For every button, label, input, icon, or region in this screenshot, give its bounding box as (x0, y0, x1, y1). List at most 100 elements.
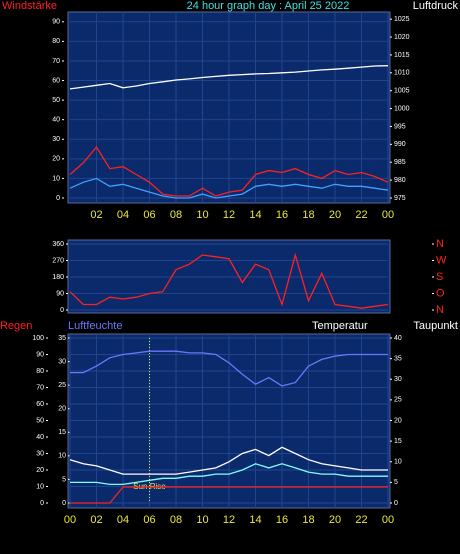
x-tick-label: 06 (143, 209, 155, 221)
tick-label: 1025 (394, 16, 410, 23)
series-line (69, 177, 389, 199)
tick-label: 90 (36, 351, 44, 358)
tick-label: 0 (62, 500, 66, 507)
tick-label: 60 (52, 77, 60, 84)
series-line (69, 252, 389, 309)
x-tick-label: 00 (382, 209, 394, 221)
x-tick-label: 12 (223, 514, 235, 526)
tick-label: 25 (394, 397, 402, 404)
x-tick-label: 22 (355, 209, 367, 221)
axis-label: Regen (0, 320, 32, 332)
x-tick-label: 04 (117, 209, 129, 221)
x-tick-label: 16 (276, 514, 288, 526)
tick-label: 90 (52, 19, 60, 26)
tick-label: 20 (36, 467, 44, 474)
chart-title: 24 hour graph day : April 25 2022 (187, 0, 350, 12)
tick-label: 20 (52, 156, 60, 163)
x-tick-label: 14 (249, 514, 261, 526)
x-tick-label: 02 (90, 514, 102, 526)
tick-label: 80 (36, 368, 44, 375)
tick-label: 0 (60, 307, 64, 314)
x-tick-label: 18 (302, 514, 314, 526)
tick-label: 0 (394, 500, 398, 507)
tick-label: 990 (394, 141, 406, 148)
tick-label: 30 (58, 358, 66, 365)
tick-label: 20 (58, 406, 66, 413)
x-tick-label: 20 (329, 514, 341, 526)
tick-label: 50 (36, 417, 44, 424)
axis-label: Luftdruck (413, 0, 459, 12)
axis-label: Taupunkt (413, 320, 458, 332)
tick-label: 5 (394, 479, 398, 486)
x-tick-label: 14 (249, 209, 261, 221)
tick-label: 1005 (394, 88, 410, 95)
tick-label: 1000 (394, 105, 410, 112)
tick-label: 10 (36, 483, 44, 490)
x-tick-label: 22 (355, 514, 367, 526)
tick-label: 60 (36, 401, 44, 408)
tick-label: S (436, 271, 443, 283)
series-line (70, 463, 388, 486)
series-line (69, 446, 388, 475)
tick-label: 1015 (394, 52, 410, 59)
tick-label: 40 (394, 335, 402, 342)
tick-label: 20 (394, 417, 402, 424)
x-tick-label: 16 (276, 209, 288, 221)
tick-label: 50 (52, 97, 60, 104)
tick-label: 15 (58, 429, 66, 436)
series-line (69, 65, 389, 90)
tick-label: 80 (52, 38, 60, 45)
series-line (70, 350, 388, 387)
x-tick-label: 12 (223, 209, 235, 221)
tick-label: 0 (56, 195, 60, 202)
x-tick-label: 02 (90, 209, 102, 221)
x-tick-label: 08 (170, 514, 182, 526)
x-tick-label: 10 (196, 209, 208, 221)
tick-label: 30 (36, 450, 44, 457)
tick-label: 35 (394, 355, 402, 362)
axis-label: Windstärke (2, 0, 57, 12)
tick-label: 90 (56, 290, 64, 297)
x-tick-label: 00 (64, 514, 76, 526)
tick-label: 1020 (394, 34, 410, 41)
tick-label: 5 (62, 476, 66, 483)
tick-label: O (436, 287, 445, 299)
x-tick-label: 04 (117, 514, 129, 526)
x-tick-label: 10 (196, 514, 208, 526)
tick-label: 25 (58, 382, 66, 389)
series-line (70, 486, 388, 504)
tick-label: 40 (36, 434, 44, 441)
tick-label: 980 (394, 177, 406, 184)
x-tick-label: 00 (382, 514, 394, 526)
tick-label: 40 (52, 117, 60, 124)
tick-label: N (436, 304, 444, 316)
tick-label: 70 (52, 58, 60, 65)
tick-label: 15 (394, 438, 402, 445)
tick-label: 10 (58, 453, 66, 460)
tick-label: 975 (394, 195, 406, 202)
tick-label: 995 (394, 123, 406, 130)
series-line (69, 145, 389, 197)
x-tick-label: 20 (329, 209, 341, 221)
tick-label: N (436, 238, 444, 250)
tick-label: 70 (36, 384, 44, 391)
x-tick-label: 06 (143, 514, 155, 526)
axis-label: Temperatur (312, 320, 368, 332)
axis-label: Luftfeuchte (68, 320, 122, 332)
tick-label: 30 (52, 136, 60, 143)
tick-label: 10 (52, 175, 60, 182)
tick-label: 10 (394, 459, 402, 466)
tick-label: 180 (52, 274, 64, 281)
tick-label: 100 (32, 335, 44, 342)
x-tick-label: 08 (170, 209, 182, 221)
tick-label: 0 (40, 500, 44, 507)
tick-label: 30 (394, 376, 402, 383)
x-tick-label: 18 (302, 209, 314, 221)
tick-label: 360 (52, 241, 64, 248)
tick-label: 270 (52, 257, 64, 264)
tick-label: 985 (394, 159, 406, 166)
tick-label: W (436, 254, 447, 266)
tick-label: 1010 (394, 70, 410, 77)
tick-label: 35 (58, 335, 66, 342)
